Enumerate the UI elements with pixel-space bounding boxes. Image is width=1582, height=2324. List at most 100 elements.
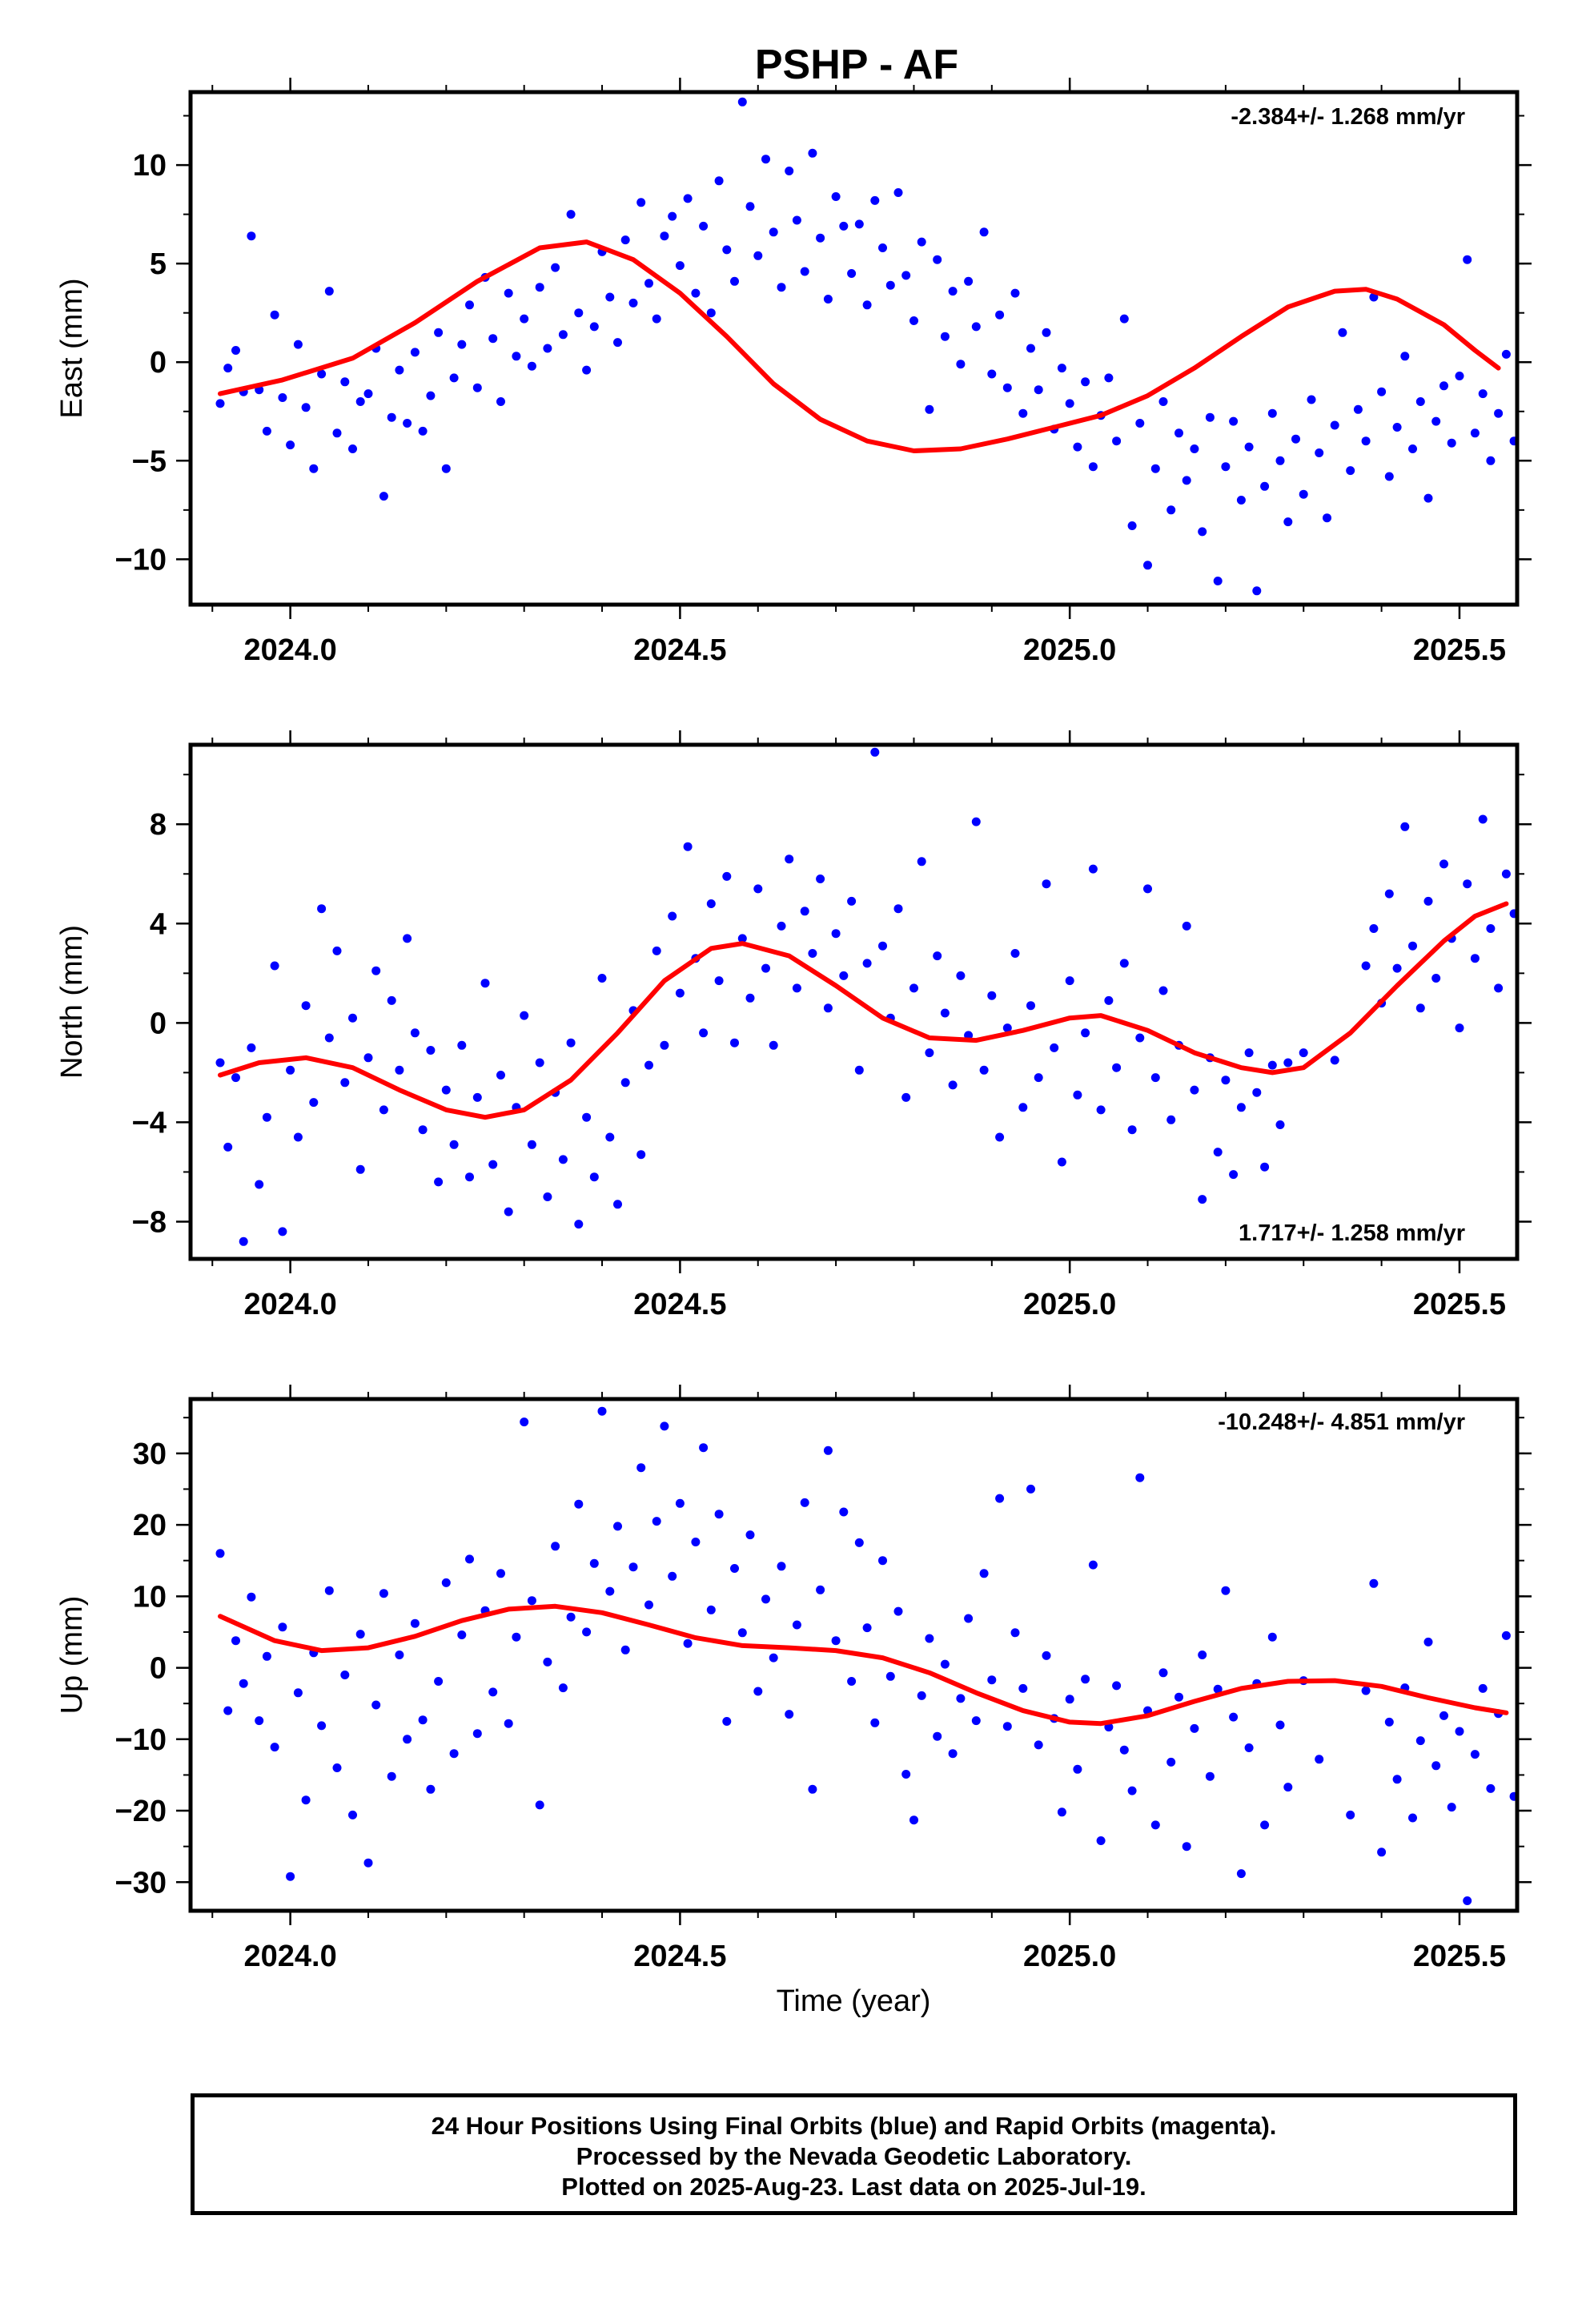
data-point [979,1569,989,1578]
data-point [800,267,809,276]
data-point [496,1569,505,1578]
data-point [1244,1743,1254,1752]
data-point [1143,561,1152,570]
data-point [441,1578,451,1587]
data-point [286,1872,295,1881]
data-point [1361,961,1371,971]
data-point [1018,1103,1028,1112]
data-point [1221,462,1231,472]
data-point [909,1815,918,1825]
data-point [582,1112,592,1122]
data-point [761,963,770,973]
data-point [668,911,677,921]
data-point [730,1564,739,1573]
data-point [933,951,942,961]
data-point [1104,373,1114,383]
data-point [535,283,544,292]
data-point [1166,1115,1176,1124]
data-point [1501,1630,1511,1640]
data-point [933,255,942,264]
data-point [255,1716,264,1726]
data-point [706,1605,716,1614]
data-point [472,1092,482,1102]
data-point [1174,428,1183,438]
data-point [1275,456,1285,465]
data-point [1112,436,1122,446]
data-point [800,1498,809,1507]
data-point [816,1585,825,1594]
data-point [441,1085,451,1095]
data-point [1158,986,1168,995]
data-point [691,288,701,298]
data-point [434,328,444,337]
data-point [582,365,592,375]
data-point [854,219,864,229]
data-point [355,397,365,406]
data-point [324,1586,334,1595]
data-point [1392,963,1402,973]
data-point [1267,1632,1277,1642]
data-point [418,426,428,436]
data-point [582,1627,592,1637]
data-point [286,1065,295,1075]
data-point [769,1653,778,1663]
data-point [520,314,529,324]
data-point [1081,1675,1090,1684]
data-point [1377,1848,1387,1857]
data-point [223,1142,233,1152]
data-point [722,871,732,881]
data-point [363,389,373,399]
data-point [644,1060,653,1070]
data-point [925,1048,934,1058]
data-point [761,155,770,164]
data-point [1213,577,1223,585]
data-point [293,340,303,349]
data-point [410,1028,420,1038]
data-point [917,237,926,247]
data-point [1081,1028,1090,1038]
data-point [1260,1162,1270,1172]
data-point [566,1612,576,1622]
data-point [441,464,451,473]
x-tick-label: 2025.0 [1023,1288,1116,1321]
data-point [878,941,887,951]
data-point [535,1058,544,1068]
data-point [1439,381,1448,391]
y-tick-label: 0 [150,346,167,380]
y-tick-label: 30 [133,1437,167,1471]
fit-curve [218,901,1509,1120]
data-point [395,1651,404,1659]
data-point [434,1677,444,1686]
data-point [652,946,661,955]
data-point [340,1078,350,1088]
data-point [317,1721,327,1731]
data-point [870,747,880,757]
data-point [1135,1033,1145,1043]
data-point [1486,456,1496,465]
data-point [1260,1820,1270,1830]
data-point [1384,1717,1394,1727]
data-point [1384,472,1394,481]
data-point [504,1719,513,1728]
data-point [1470,954,1480,963]
data-point [551,1542,560,1551]
footer-line-2: Processed by the Nevada Geodetic Laborat… [576,2142,1132,2170]
data-point [317,904,327,914]
data-point [472,1729,482,1739]
data-point [1431,974,1441,983]
data-point [1229,1712,1239,1722]
data-point [1112,1063,1122,1072]
data-point [488,1687,498,1697]
data-point [1330,1055,1339,1065]
data-point [293,1688,303,1698]
data-point [691,1538,701,1546]
data-point [1096,1836,1106,1845]
data-point [535,1800,544,1810]
data-point [628,1562,638,1572]
data-point [434,1177,444,1187]
data-point [1221,1076,1231,1085]
data-point [1143,884,1152,894]
data-point [613,1200,622,1209]
data-point [1190,1723,1199,1733]
data-point [403,934,412,943]
